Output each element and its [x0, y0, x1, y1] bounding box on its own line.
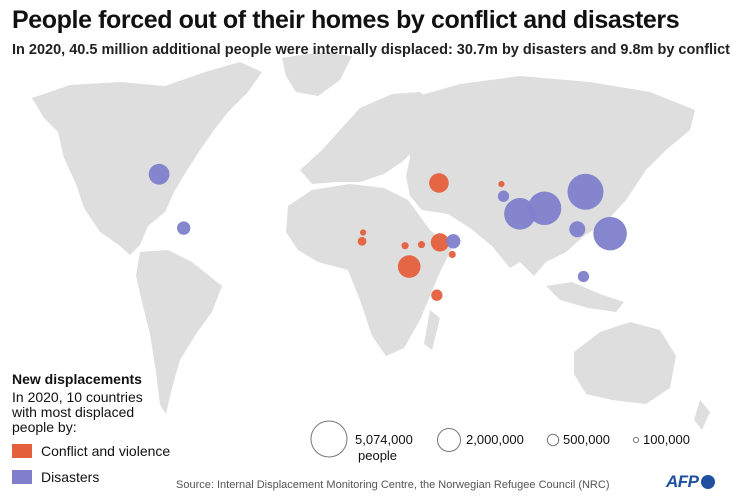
legend-item-conflict: Conflict and violence: [12, 443, 170, 459]
size-circle-5074000: [310, 420, 348, 458]
category-legend: New displacements In 2020, 10 countries …: [12, 371, 212, 485]
size-legend: 5,074,000 people 2,000,000 500,000 100,0…: [310, 416, 730, 466]
map-subtitle: In 2020, 40.5 million additional people …: [12, 42, 730, 58]
bubble-conflict-18: [397, 255, 421, 278]
bubble-conflict-2: [429, 173, 449, 193]
size-label-100000: 100,000: [643, 432, 690, 447]
bubble-conflict-11: [359, 229, 367, 236]
land-new-zealand: [694, 400, 710, 430]
bubble-disasters-7: [567, 173, 604, 210]
bubble-disasters-4: [497, 190, 510, 202]
bubble-disasters-1: [177, 221, 191, 235]
legend-conflict-label: Conflict and violence: [41, 443, 171, 459]
bubble-disasters-0: [148, 163, 170, 185]
conflict-swatch: [12, 444, 32, 458]
land-australia: [574, 322, 676, 404]
bubble-layer: [148, 163, 627, 301]
afp-logo-text: AFP: [666, 472, 699, 491]
land-north-america: [32, 62, 262, 255]
bubble-conflict-3: [498, 181, 505, 188]
source-note: Source: Internal Displacement Monitoring…: [176, 479, 610, 491]
land-greenland: [282, 52, 352, 96]
disasters-swatch: [12, 470, 32, 484]
bubble-disasters-6: [527, 191, 562, 226]
legend-title: New displacements: [12, 371, 142, 387]
legend-description: In 2020, 10 countries with most displace…: [12, 389, 143, 435]
size-circle-2000000: [437, 428, 461, 452]
size-circle-500000: [546, 433, 560, 447]
bubble-conflict-19: [431, 289, 443, 301]
size-sublabel-people: people: [358, 448, 398, 463]
map-title: People forced out of their homes by conf…: [12, 6, 680, 34]
legend-item-disasters: Disasters: [12, 469, 99, 485]
bubble-conflict-12: [357, 236, 367, 246]
bubble-conflict-15: [430, 233, 450, 252]
afp-logo: AFP: [666, 472, 715, 492]
bubble-conflict-13: [401, 242, 409, 250]
afp-logo-dot-icon: [700, 475, 715, 489]
size-label-2000000: 2,000,000: [466, 432, 524, 447]
bubble-conflict-14: [417, 241, 426, 249]
bubble-disasters-8: [569, 221, 586, 238]
land-asia: [404, 76, 695, 276]
land-masses: [32, 52, 710, 430]
land-europe: [300, 92, 436, 184]
bubble-disasters-9: [593, 216, 627, 251]
size-legend-circles: [310, 420, 640, 458]
size-circle-100000: [632, 436, 640, 444]
size-label-500000: 500,000: [563, 432, 610, 447]
size-label-5074000: 5,074,000: [355, 432, 413, 447]
bubble-conflict-17: [448, 250, 456, 259]
land-south-america: [136, 250, 222, 414]
bubble-disasters-16: [446, 234, 461, 249]
land-indonesia: [546, 282, 624, 312]
legend-disasters-label: Disasters: [41, 469, 100, 485]
land-madagascar: [424, 310, 440, 350]
bubble-disasters-5: [504, 198, 536, 230]
land-japan: [612, 160, 636, 196]
land-africa: [286, 184, 452, 356]
bubble-disasters-10: [577, 270, 590, 283]
